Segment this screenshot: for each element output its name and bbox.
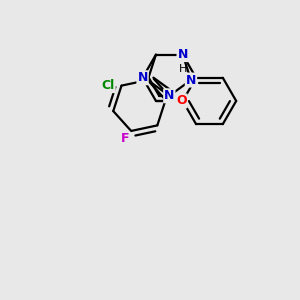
Text: N: N [164,89,175,102]
Text: F: F [121,132,130,145]
Text: N: N [186,74,196,87]
Text: Cl: Cl [101,79,115,92]
Text: N: N [178,48,188,61]
Text: O: O [176,94,187,107]
Text: H: H [179,64,188,74]
Text: N: N [137,71,148,84]
